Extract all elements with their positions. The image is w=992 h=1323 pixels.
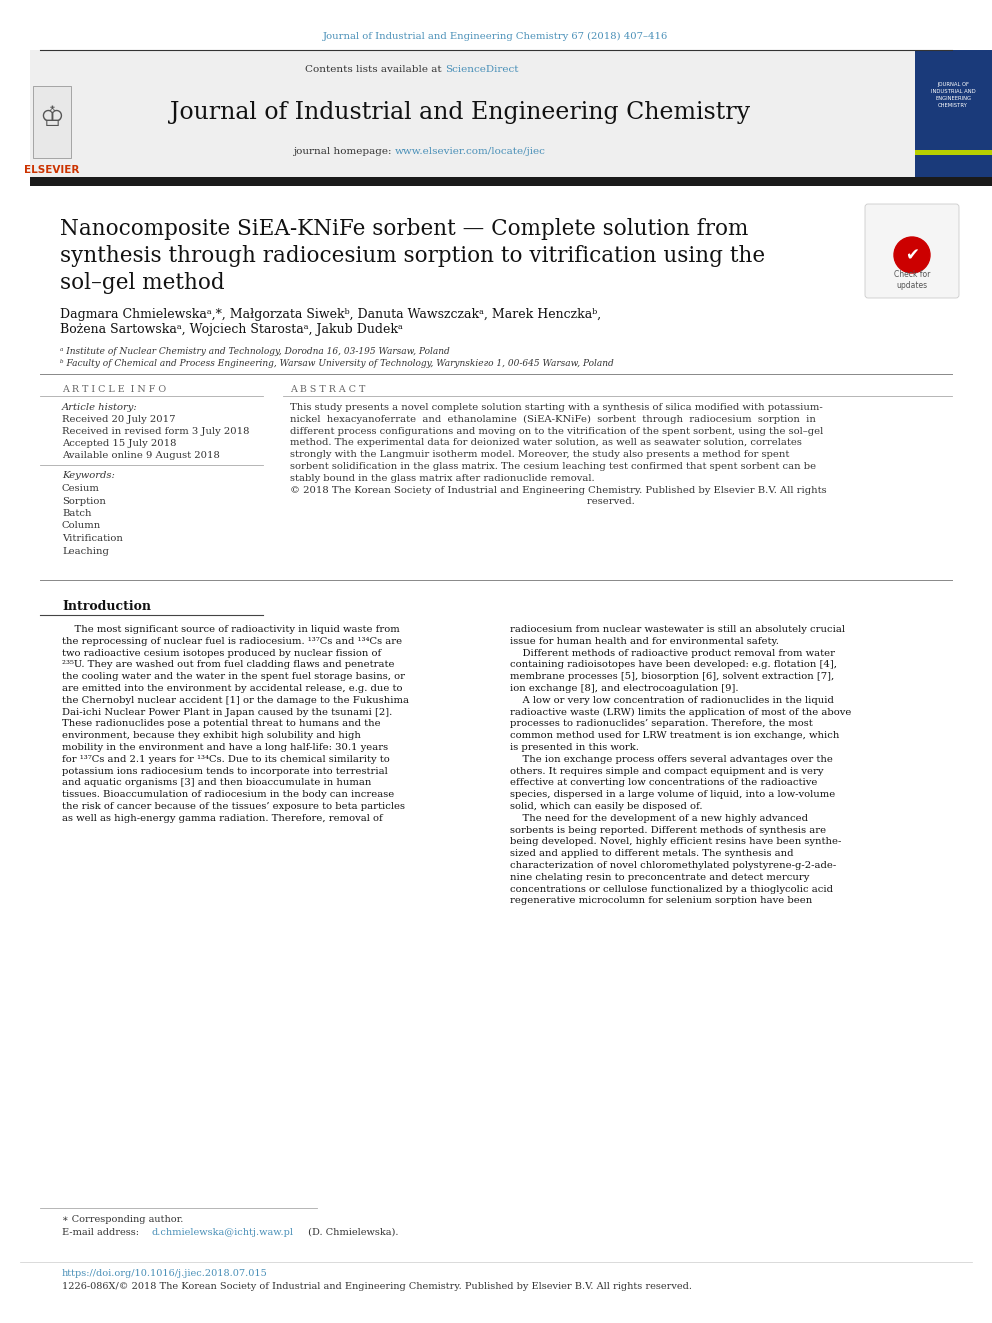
Text: ᵇ Faculty of Chemical and Process Engineering, Warsaw University of Technology, : ᵇ Faculty of Chemical and Process Engine…: [60, 359, 614, 368]
Text: These radionuclides pose a potential threat to humans and the: These radionuclides pose a potential thr…: [62, 720, 381, 729]
Text: © 2018 The Korean Society of Industrial and Engineering Chemistry. Published by : © 2018 The Korean Society of Industrial …: [290, 486, 826, 495]
Text: ²³⁵U. They are washed out from fuel cladding flaws and penetrate: ²³⁵U. They are washed out from fuel clad…: [62, 660, 395, 669]
Text: Leaching: Leaching: [62, 546, 109, 556]
Text: Article history:: Article history:: [62, 404, 138, 411]
Text: solid, which can easily be disposed of.: solid, which can easily be disposed of.: [510, 802, 702, 811]
Text: A R T I C L E  I N F O: A R T I C L E I N F O: [62, 385, 166, 394]
Text: is presented in this work.: is presented in this work.: [510, 744, 639, 751]
Text: Column: Column: [62, 521, 101, 531]
Text: synthesis through radiocesium sorption to vitrification using the: synthesis through radiocesium sorption t…: [60, 245, 765, 267]
Text: Cesium: Cesium: [62, 484, 100, 493]
Text: membrane processes [5], biosorption [6], solvent extraction [7],: membrane processes [5], biosorption [6],…: [510, 672, 834, 681]
Text: Different methods of radioactive product removal from water: Different methods of radioactive product…: [510, 648, 835, 658]
Text: environment, because they exhibit high solubility and high: environment, because they exhibit high s…: [62, 732, 361, 740]
Text: Dagmara Chmielewskaᵃ,*, Małgorzata Siwekᵇ, Danuta Wawszczakᵃ, Marek Henczkaᵇ,: Dagmara Chmielewskaᵃ,*, Małgorzata Siwek…: [60, 308, 601, 321]
Text: Batch: Batch: [62, 509, 91, 519]
Text: effective at converting low concentrations of the radioactive: effective at converting low concentratio…: [510, 778, 817, 787]
Text: reserved.: reserved.: [290, 497, 635, 507]
Text: This study presents a novel complete solution starting with a synthesis of silic: This study presents a novel complete sol…: [290, 404, 822, 411]
Text: sorbent solidification in the glass matrix. The cesium leaching test confirmed t: sorbent solidification in the glass matr…: [290, 462, 816, 471]
Text: processes to radionuclides’ separation. Therefore, the most: processes to radionuclides’ separation. …: [510, 720, 812, 729]
Text: sorbents is being reported. Different methods of synthesis are: sorbents is being reported. Different me…: [510, 826, 826, 835]
Text: method. The experimental data for deionized water solution, as well as seawater : method. The experimental data for deioni…: [290, 438, 802, 447]
Text: regenerative microcolumn for selenium sorption have been: regenerative microcolumn for selenium so…: [510, 897, 812, 905]
Text: Introduction: Introduction: [62, 601, 151, 613]
Text: ∗ Corresponding author.: ∗ Corresponding author.: [62, 1215, 184, 1224]
Bar: [30, 177, 992, 187]
Text: journal homepage:: journal homepage:: [294, 147, 395, 156]
Text: Received in revised form 3 July 2018: Received in revised form 3 July 2018: [62, 427, 250, 437]
Text: 1226-086X/© 2018 The Korean Society of Industrial and Engineering Chemistry. Pub: 1226-086X/© 2018 The Korean Society of I…: [62, 1282, 692, 1291]
Text: JOURNAL OF
INDUSTRIAL AND
ENGINEERING
CHEMISTRY: JOURNAL OF INDUSTRIAL AND ENGINEERING CH…: [930, 82, 975, 108]
Bar: [915, 50, 992, 179]
Text: nickel  hexacyanoferrate  and  ethanolamine  (SiEA-KNiFe)  sorbent  through  rad: nickel hexacyanoferrate and ethanolamine…: [290, 415, 815, 423]
Text: others. It requires simple and compact equipment and is very: others. It requires simple and compact e…: [510, 766, 823, 775]
Bar: [75, 50, 915, 179]
Text: ᵃ Institute of Nuclear Chemistry and Technology, Dorodna 16, 03-195 Warsaw, Pola: ᵃ Institute of Nuclear Chemistry and Tec…: [60, 347, 449, 356]
Text: nine chelating resin to preconcentrate and detect mercury: nine chelating resin to preconcentrate a…: [510, 873, 809, 882]
Text: Check for
updates: Check for updates: [894, 270, 930, 290]
Text: sol–gel method: sol–gel method: [60, 273, 224, 294]
Bar: [33, 86, 71, 157]
Text: d.chmielewska@ichtj.waw.pl: d.chmielewska@ichtj.waw.pl: [152, 1228, 294, 1237]
Bar: [915, 149, 992, 155]
Text: strongly with the Langmuir isotherm model. Moreover, the study also presents a m: strongly with the Langmuir isotherm mode…: [290, 450, 790, 459]
Text: issue for human health and for environmental safety.: issue for human health and for environme…: [510, 636, 779, 646]
Text: species, dispersed in a large volume of liquid, into a low-volume: species, dispersed in a large volume of …: [510, 790, 835, 799]
Text: Journal of Industrial and Engineering Chemistry: Journal of Industrial and Engineering Ch…: [170, 101, 750, 123]
Text: ELSEVIER: ELSEVIER: [25, 165, 79, 175]
Text: (D. Chmielewska).: (D. Chmielewska).: [305, 1228, 399, 1237]
Text: ♔: ♔: [40, 105, 64, 132]
FancyBboxPatch shape: [865, 204, 959, 298]
Text: two radioactive cesium isotopes produced by nuclear fission of: two radioactive cesium isotopes produced…: [62, 648, 381, 658]
Text: The ion exchange process offers several advantages over the: The ion exchange process offers several …: [510, 755, 833, 763]
Text: E-mail address:: E-mail address:: [62, 1228, 142, 1237]
Text: ion exchange [8], and electrocoagulation [9].: ion exchange [8], and electrocoagulation…: [510, 684, 738, 693]
Text: Dai-ichi Nuclear Power Plant in Japan caused by the tsunami [2].: Dai-ichi Nuclear Power Plant in Japan ca…: [62, 708, 392, 717]
Text: the reprocessing of nuclear fuel is radiocesium. ¹³⁷Cs and ¹³⁴Cs are: the reprocessing of nuclear fuel is radi…: [62, 636, 402, 646]
Text: Nanocomposite SiEA-KNiFe sorbent — Complete solution from: Nanocomposite SiEA-KNiFe sorbent — Compl…: [60, 218, 748, 239]
Text: www.elsevier.com/locate/jiec: www.elsevier.com/locate/jiec: [395, 147, 546, 156]
Text: stably bound in the glass matrix after radionuclide removal.: stably bound in the glass matrix after r…: [290, 474, 594, 483]
Text: as well as high-energy gamma radiation. Therefore, removal of: as well as high-energy gamma radiation. …: [62, 814, 383, 823]
Text: being developed. Novel, highly efficient resins have been synthe-: being developed. Novel, highly efficient…: [510, 837, 841, 847]
Text: Received 20 July 2017: Received 20 July 2017: [62, 415, 176, 423]
Text: mobility in the environment and have a long half-life: 30.1 years: mobility in the environment and have a l…: [62, 744, 388, 751]
Text: Vitrification: Vitrification: [62, 534, 123, 542]
Text: containing radioisotopes have been developed: e.g. flotation [4],: containing radioisotopes have been devel…: [510, 660, 837, 669]
Text: for ¹³⁷Cs and 2.1 years for ¹³⁴Cs. Due to its chemical similarity to: for ¹³⁷Cs and 2.1 years for ¹³⁴Cs. Due t…: [62, 755, 390, 763]
Text: sized and applied to different metals. The synthesis and: sized and applied to different metals. T…: [510, 849, 794, 859]
Text: Accepted 15 July 2018: Accepted 15 July 2018: [62, 439, 177, 448]
Text: are emitted into the environment by accidental release, e.g. due to: are emitted into the environment by acci…: [62, 684, 403, 693]
Text: Available online 9 August 2018: Available online 9 August 2018: [62, 451, 220, 460]
Circle shape: [894, 237, 930, 273]
Text: Sorption: Sorption: [62, 496, 106, 505]
Text: the cooling water and the water in the spent fuel storage basins, or: the cooling water and the water in the s…: [62, 672, 405, 681]
Text: The need for the development of a new highly advanced: The need for the development of a new hi…: [510, 814, 808, 823]
Text: Keywords:: Keywords:: [62, 471, 115, 480]
Text: Journal of Industrial and Engineering Chemistry 67 (2018) 407–416: Journal of Industrial and Engineering Ch…: [323, 32, 669, 41]
Text: concentrations or cellulose functionalized by a thioglycolic acid: concentrations or cellulose functionaliz…: [510, 885, 833, 893]
Text: A B S T R A C T: A B S T R A C T: [290, 385, 365, 394]
Text: Bożena Sartowskaᵃ, Wojciech Starostaᵃ, Jakub Dudekᵃ: Bożena Sartowskaᵃ, Wojciech Starostaᵃ, J…: [60, 323, 403, 336]
Text: potassium ions radiocesium tends to incorporate into terrestrial: potassium ions radiocesium tends to inco…: [62, 766, 388, 775]
Text: ✔: ✔: [905, 246, 919, 265]
Text: radiocesium from nuclear wastewater is still an absolutely crucial: radiocesium from nuclear wastewater is s…: [510, 624, 845, 634]
Bar: [30, 50, 76, 179]
Text: the Chernobyl nuclear accident [1] or the damage to the Fukushima: the Chernobyl nuclear accident [1] or th…: [62, 696, 409, 705]
Text: the risk of cancer because of the tissues’ exposure to beta particles: the risk of cancer because of the tissue…: [62, 802, 405, 811]
Text: radioactive waste (LRW) limits the application of most of the above: radioactive waste (LRW) limits the appli…: [510, 708, 851, 717]
Text: characterization of novel chloromethylated polystyrene-g-2-ade-: characterization of novel chloromethylat…: [510, 861, 836, 871]
Text: A low or very low concentration of radionuclides in the liquid: A low or very low concentration of radio…: [510, 696, 834, 705]
Text: and aquatic organisms [3] and then bioaccumulate in human: and aquatic organisms [3] and then bioac…: [62, 778, 371, 787]
Text: The most significant source of radioactivity in liquid waste from: The most significant source of radioacti…: [62, 624, 400, 634]
Text: tissues. Bioaccumulation of radiocesium in the body can increase: tissues. Bioaccumulation of radiocesium …: [62, 790, 394, 799]
Text: common method used for LRW treatment is ion exchange, which: common method used for LRW treatment is …: [510, 732, 839, 740]
Text: different process configurations and moving on to the vitrification of the spent: different process configurations and mov…: [290, 426, 823, 435]
Text: Contents lists available at: Contents lists available at: [306, 66, 445, 74]
Text: https://doi.org/10.1016/j.jiec.2018.07.015: https://doi.org/10.1016/j.jiec.2018.07.0…: [62, 1269, 268, 1278]
Text: ScienceDirect: ScienceDirect: [445, 66, 519, 74]
